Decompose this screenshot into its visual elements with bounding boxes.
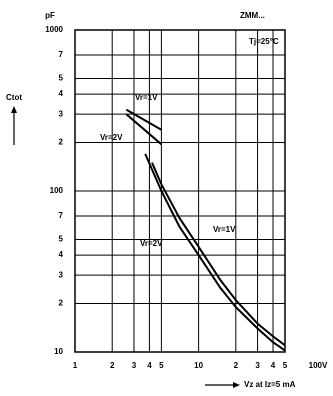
- x-tick-label: 3: [255, 361, 260, 370]
- series-line: [125, 108, 162, 131]
- x-tick-label: 5: [283, 361, 288, 370]
- x-tick-label: 3: [132, 361, 137, 370]
- y-label: Ctot: [6, 93, 22, 102]
- y-tick-label: 5: [59, 235, 64, 244]
- series-line: [125, 113, 163, 146]
- plot-frame: [74, 29, 286, 353]
- y-tick-label: 5: [59, 74, 64, 83]
- x-tick-label: 4: [271, 361, 276, 370]
- x-tick-label: 5: [159, 361, 164, 370]
- series-line: [144, 153, 286, 352]
- series-line: [151, 162, 286, 347]
- x-arrow-head: [233, 382, 240, 388]
- x-tick-label: 2: [110, 361, 115, 370]
- y-tick-label: 3: [59, 109, 64, 118]
- y-tick-label: 1000: [45, 25, 63, 34]
- y-unit: pF: [45, 11, 55, 20]
- y-tick-label: 2: [59, 299, 64, 308]
- x-unit: 100V: [309, 361, 328, 370]
- y-tick-label: 4: [59, 89, 64, 98]
- y-tick-label: 4: [59, 250, 64, 259]
- series-label: Vr=1V: [135, 93, 158, 102]
- y-tick-label: 2: [59, 138, 64, 147]
- y-tick-label: 7: [59, 211, 64, 220]
- x-tick-label: 1: [73, 361, 78, 370]
- y-tick-label: 10: [54, 347, 63, 356]
- chart-title: ZMM...: [240, 11, 265, 20]
- series-label: Vr=2V: [140, 239, 163, 248]
- chart-subtitle: Tj=25°C: [249, 37, 279, 46]
- x-label: Vz at Iz=5 mA: [244, 380, 296, 389]
- y-tick-label: 7: [59, 50, 64, 59]
- x-tick-label: 4: [147, 361, 152, 370]
- series-label: Vr=2V: [100, 133, 123, 142]
- x-tick-label: 10: [194, 361, 203, 370]
- x-tick-label: 2: [234, 361, 239, 370]
- y-arrow-head: [11, 106, 17, 113]
- y-tick-label: 3: [59, 270, 64, 279]
- series-label: Vr=1V: [213, 225, 236, 234]
- y-tick-label: 100: [50, 186, 64, 195]
